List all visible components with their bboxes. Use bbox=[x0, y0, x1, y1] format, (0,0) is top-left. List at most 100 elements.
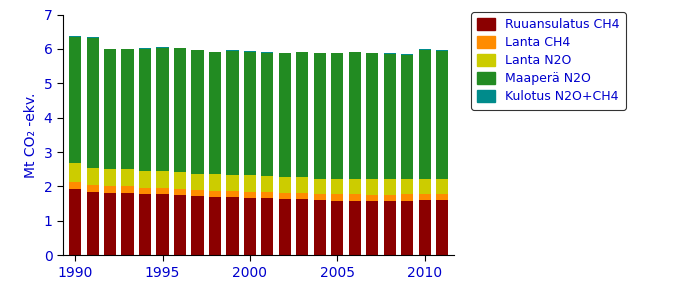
Bar bbox=[314, 194, 326, 200]
Bar bbox=[87, 192, 99, 255]
Bar bbox=[157, 188, 168, 194]
Bar bbox=[436, 200, 448, 255]
Bar bbox=[436, 50, 448, 51]
Bar bbox=[69, 163, 81, 182]
Bar bbox=[331, 200, 343, 255]
Bar bbox=[401, 201, 413, 255]
Bar bbox=[419, 179, 431, 194]
Y-axis label: Mt CO₂ -ekv.: Mt CO₂ -ekv. bbox=[24, 92, 38, 177]
Bar bbox=[226, 50, 238, 51]
Bar bbox=[349, 194, 361, 201]
Bar bbox=[87, 37, 99, 38]
Bar bbox=[157, 171, 168, 188]
Bar bbox=[401, 179, 413, 194]
Bar bbox=[419, 194, 431, 200]
Bar bbox=[174, 195, 186, 255]
Bar bbox=[104, 169, 116, 186]
Bar bbox=[226, 191, 238, 197]
Bar bbox=[69, 37, 81, 163]
Bar bbox=[244, 198, 256, 255]
Bar bbox=[157, 194, 168, 255]
Bar bbox=[104, 49, 116, 169]
Bar bbox=[436, 51, 448, 179]
Bar bbox=[226, 175, 238, 191]
Bar bbox=[419, 200, 431, 255]
Bar bbox=[401, 194, 413, 201]
Bar bbox=[314, 179, 326, 194]
Bar bbox=[122, 49, 134, 169]
Bar bbox=[69, 189, 81, 255]
Bar bbox=[192, 50, 203, 174]
Bar bbox=[192, 196, 203, 255]
Bar bbox=[384, 179, 396, 195]
Bar bbox=[384, 53, 396, 54]
Bar bbox=[69, 36, 81, 37]
Bar bbox=[174, 48, 186, 172]
Bar bbox=[419, 50, 431, 179]
Bar bbox=[261, 198, 273, 255]
Bar bbox=[209, 197, 221, 255]
Bar bbox=[366, 201, 378, 255]
Bar bbox=[279, 199, 291, 255]
Bar bbox=[279, 177, 291, 193]
Bar bbox=[296, 52, 308, 177]
Bar bbox=[209, 52, 221, 174]
Bar bbox=[314, 53, 326, 179]
Bar bbox=[401, 55, 413, 179]
Bar bbox=[87, 168, 99, 185]
Bar bbox=[104, 186, 116, 193]
Bar bbox=[122, 186, 134, 193]
Bar bbox=[139, 188, 151, 194]
Legend: Ruuansulatus CH4, Lanta CH4, Lanta N2O, Maaperä N2O, Kulotus N2O+CH4: Ruuansulatus CH4, Lanta CH4, Lanta N2O, … bbox=[471, 12, 626, 110]
Bar bbox=[69, 182, 81, 189]
Bar bbox=[296, 200, 308, 255]
Bar bbox=[331, 194, 343, 200]
Bar bbox=[244, 192, 256, 198]
Bar bbox=[122, 48, 134, 49]
Bar bbox=[296, 177, 308, 193]
Bar bbox=[384, 201, 396, 255]
Bar bbox=[244, 52, 256, 175]
Bar bbox=[209, 174, 221, 191]
Bar bbox=[122, 169, 134, 186]
Bar bbox=[139, 48, 151, 171]
Bar bbox=[139, 194, 151, 255]
Bar bbox=[226, 51, 238, 175]
Bar bbox=[157, 48, 168, 171]
Bar bbox=[331, 179, 343, 194]
Bar bbox=[244, 51, 256, 52]
Bar bbox=[192, 190, 203, 196]
Bar bbox=[261, 192, 273, 198]
Bar bbox=[139, 171, 151, 188]
Bar bbox=[122, 193, 134, 255]
Bar bbox=[261, 53, 273, 176]
Bar bbox=[366, 53, 378, 179]
Bar bbox=[104, 193, 116, 255]
Bar bbox=[314, 200, 326, 255]
Bar bbox=[331, 53, 343, 179]
Bar bbox=[384, 54, 396, 179]
Bar bbox=[261, 52, 273, 53]
Bar bbox=[244, 175, 256, 192]
Bar bbox=[349, 179, 361, 194]
Bar bbox=[384, 195, 396, 201]
Bar bbox=[261, 176, 273, 192]
Bar bbox=[87, 38, 99, 168]
Bar bbox=[436, 179, 448, 194]
Bar bbox=[104, 48, 116, 49]
Bar bbox=[157, 47, 168, 48]
Bar bbox=[192, 174, 203, 190]
Bar bbox=[296, 193, 308, 200]
Bar bbox=[366, 179, 378, 195]
Bar bbox=[349, 52, 361, 179]
Bar bbox=[174, 172, 186, 189]
Bar bbox=[349, 201, 361, 255]
Bar bbox=[279, 53, 291, 177]
Bar bbox=[279, 193, 291, 199]
Bar bbox=[226, 197, 238, 255]
Bar bbox=[419, 49, 431, 50]
Bar bbox=[366, 195, 378, 201]
Bar bbox=[209, 191, 221, 197]
Bar bbox=[87, 185, 99, 192]
Bar bbox=[436, 194, 448, 200]
